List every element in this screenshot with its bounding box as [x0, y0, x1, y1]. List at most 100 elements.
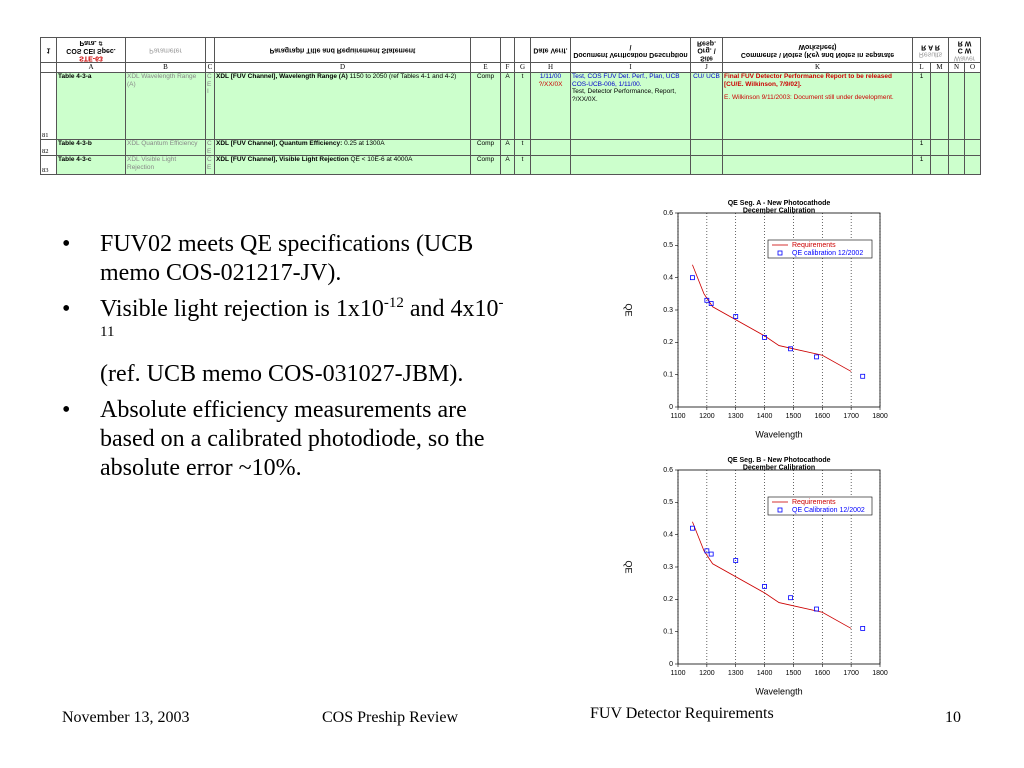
column-letter: L — [912, 62, 931, 73]
data-point — [788, 346, 793, 352]
x-axis-label: Wavelength — [755, 686, 802, 696]
header-cell: Date Verif. — [533, 46, 568, 54]
column-letter: O — [963, 62, 982, 73]
chart-title: QE Seg. A - New Photocathode — [728, 200, 831, 207]
cell-line: Test, Detector Performance, Report, ?/XX… — [572, 88, 677, 103]
x-tick-label: 1700 — [843, 670, 859, 677]
x-tick-label: 1500 — [786, 413, 802, 420]
y-axis-label: QE — [624, 560, 634, 573]
table-cell: C E — [205, 139, 215, 156]
y-tick-label: 0 — [669, 661, 673, 668]
cell-title: XDL [FUV Channel], Wavelength Range (A) — [216, 73, 348, 81]
legend-box — [767, 239, 873, 259]
x-tick-label: 1400 — [757, 413, 773, 420]
legend-label: Requirements — [792, 242, 836, 249]
table-cell: XDL [FUV Channel], Quantum Efficiency: 0… — [214, 139, 471, 156]
requirements-table: 1 COS CEI Spec. Para. #STE-63 Parameter … — [40, 37, 982, 175]
table-cell: C E I — [205, 72, 215, 140]
header-cell: STE-63 — [79, 54, 103, 62]
table-cell: A — [500, 139, 515, 156]
column-letter: C — [205, 62, 215, 73]
column-letter: F — [500, 62, 515, 73]
y-tick-label: 0.2 — [663, 339, 673, 346]
data-point — [708, 301, 714, 306]
table-cell — [963, 72, 982, 140]
header-cell: 1 — [46, 46, 51, 54]
x-tick-label: 1500 — [786, 670, 802, 677]
table-cell: A — [500, 72, 515, 140]
reference: (ref. UCB memo COS-031027-JBM). — [100, 361, 464, 387]
column-letter: G — [514, 62, 531, 73]
data-point — [762, 335, 767, 340]
table-cell: t — [514, 72, 531, 140]
footer-date: November 13, 2003 — [62, 709, 190, 726]
column-letter: A — [56, 62, 126, 73]
chart-title: QE Seg. B - New Photocathode — [727, 457, 830, 464]
table-cell: Table 4-3-c — [56, 155, 126, 175]
data-point — [733, 558, 739, 563]
superscript: -12 — [383, 295, 404, 311]
y-tick-label: 0.1 — [663, 372, 673, 379]
data-point — [814, 606, 819, 612]
x-tick-label: 1700 — [843, 413, 859, 420]
chart-subtitle: December Calibration — [743, 464, 815, 471]
table-cell — [530, 139, 571, 156]
header-cell: Site Org. \ Resp. — [696, 39, 717, 62]
table-cell: XDL Quantum Efficiency — [125, 139, 206, 156]
table-cell: Comp — [470, 139, 501, 156]
cell-line: 1/11/00 — [539, 73, 562, 81]
data-point — [690, 275, 695, 281]
y-tick-label: 0.5 — [663, 242, 673, 249]
x-tick-label: 1100 — [670, 413, 685, 420]
table-cell: 1 — [912, 155, 931, 175]
footer-topic: FUV Detector Requirements — [590, 705, 774, 722]
header-cell: COS CEI Spec. Para. # — [66, 39, 116, 54]
table-cell: XDL Wavelength Range (A) — [125, 72, 206, 140]
table-cell — [963, 139, 982, 156]
header-cell: R — [921, 43, 927, 50]
table-cell: Final FUV Detector Performance Report to… — [722, 72, 913, 140]
header-cell: Parameter — [149, 46, 182, 54]
table-cell — [690, 155, 723, 175]
header-row: 1 COS CEI Spec. Para. #STE-63 Parameter … — [40, 37, 982, 63]
row-number: 83 — [40, 155, 57, 175]
table-cell — [570, 139, 691, 156]
column-letter: N — [948, 62, 965, 73]
x-axis-label: Wavelength — [755, 429, 802, 439]
table-cell — [690, 139, 723, 156]
x-tick-label: 1300 — [728, 413, 744, 420]
table-cell — [948, 139, 965, 156]
column-letter: M — [930, 62, 949, 73]
data-point — [860, 373, 866, 379]
legend-swatch — [777, 250, 783, 256]
superscript: -11 — [100, 295, 504, 340]
table-cell: Comp — [470, 72, 501, 140]
header-cell: Waiver — [953, 54, 976, 62]
cell-line: ?/XX/0X — [538, 80, 563, 88]
table-cell: Comp — [470, 155, 501, 175]
table-cell: XDL [FUV Channel], Visible Light Rejecti… — [214, 155, 471, 175]
bullet: FUV02 meets QE specifications (UCB memo … — [62, 230, 512, 288]
x-tick-label: 1100 — [670, 670, 685, 677]
x-tick-label: 1600 — [814, 413, 830, 420]
x-tick-label: 1200 — [699, 413, 715, 420]
table-cell: t — [514, 155, 531, 175]
x-tick-label: 1300 — [728, 670, 744, 677]
x-tick-label: 1400 — [757, 670, 773, 677]
header-cell: Document Verification Description \ — [573, 43, 688, 58]
header-cell: C W — [957, 46, 972, 54]
y-tick-label: 0.2 — [663, 596, 673, 603]
y-tick-label: 0.4 — [663, 275, 673, 282]
bullet-text: FUV02 meets QE specifications (UCB memo … — [100, 231, 474, 286]
row-number: 81 — [40, 72, 57, 140]
bullet-text: Visible light rejection is 1x10 — [100, 296, 384, 322]
table-cell: A — [500, 155, 515, 175]
y-tick-label: 0.3 — [663, 564, 673, 571]
legend-label: Requirements — [792, 499, 836, 506]
y-axis-label: QE — [624, 303, 634, 316]
header-cell: A R — [928, 43, 940, 50]
footer-page: 10 — [945, 709, 961, 726]
